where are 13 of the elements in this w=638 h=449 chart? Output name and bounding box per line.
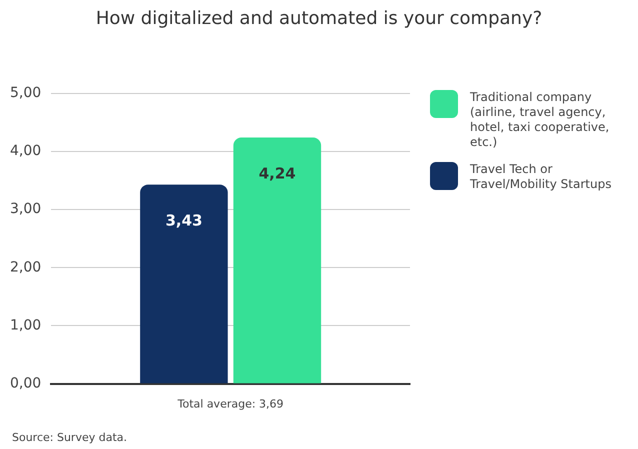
data-label: 4,24 bbox=[258, 164, 296, 182]
y-tick-label: 5,00 bbox=[10, 85, 42, 102]
data-label: 3,43 bbox=[165, 211, 202, 230]
x-tick-label: Total average: 3,69 bbox=[176, 397, 284, 410]
legend-label: Travel Tech or Travel/Mobility Startups bbox=[470, 162, 612, 192]
y-tick-label: 2,00 bbox=[10, 259, 42, 276]
y-tick-label: 3,00 bbox=[10, 201, 42, 218]
y-tick-label: 0,00 bbox=[10, 375, 42, 392]
y-tick-label: 1,00 bbox=[10, 317, 42, 334]
y-tick-label: 4,00 bbox=[10, 143, 42, 160]
source-note: Source: Survey data. bbox=[12, 431, 128, 444]
legend-label: Traditional company (airline, travel agency, hotel, taxi cooperative, etc.) bbox=[470, 90, 610, 150]
chart-title: How digitalized and automated is your company? bbox=[94, 8, 544, 29]
